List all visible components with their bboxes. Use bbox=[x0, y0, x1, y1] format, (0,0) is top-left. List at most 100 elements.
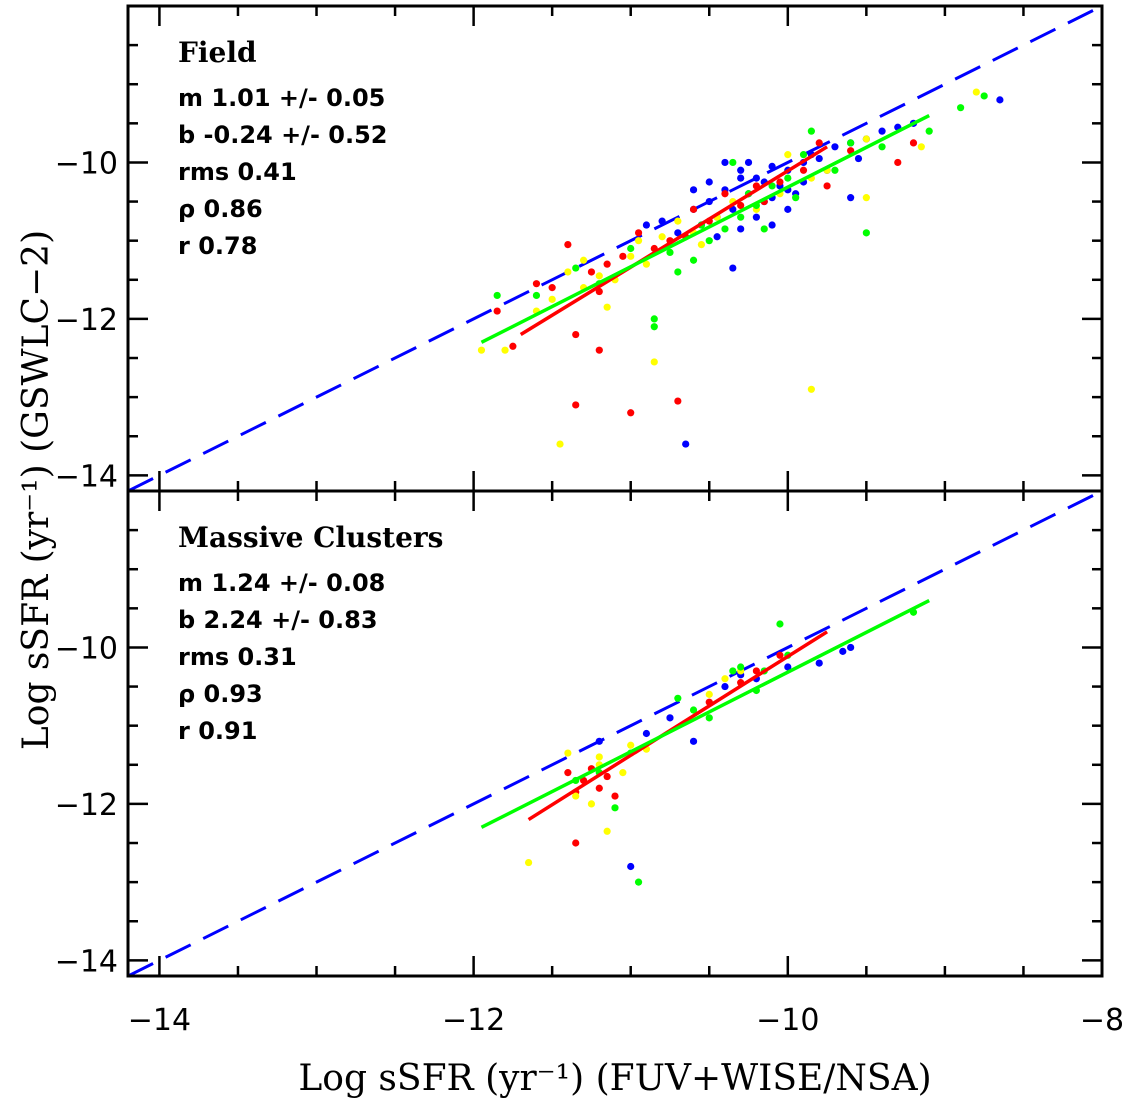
data-point-yellow bbox=[972, 88, 980, 96]
data-point-red bbox=[815, 139, 823, 147]
data-point-green bbox=[925, 127, 933, 135]
data-point-red bbox=[564, 240, 572, 249]
one-to-one-line bbox=[128, 6, 1102, 491]
data-point-yellow bbox=[627, 252, 635, 260]
data-point-green bbox=[572, 264, 580, 272]
data-point-blue bbox=[752, 213, 760, 221]
data-point-blue bbox=[658, 217, 666, 225]
fit-line-green bbox=[480, 113, 930, 344]
fit-statistic: m 1.01 +/- 0.05 bbox=[178, 84, 385, 112]
data-point-green bbox=[957, 104, 965, 112]
data-point-blue bbox=[768, 221, 776, 229]
data-point-red bbox=[776, 651, 784, 659]
data-point-green bbox=[729, 158, 737, 167]
data-point-red bbox=[752, 667, 760, 675]
data-point-blue bbox=[839, 647, 847, 655]
data-point-green bbox=[674, 268, 682, 276]
panel-massive-clusters: −14 −12 −10 Massive Clusters m 1.24 +/- 0.08… bbox=[55, 489, 1104, 979]
data-point-yellow bbox=[595, 753, 603, 761]
panel-field: −14 −12 −10 Field m 1.01 +/- 0.05 b -0.24 +/-… bbox=[55, 4, 1104, 494]
data-point-blue bbox=[737, 225, 745, 233]
data-point-yellow bbox=[548, 295, 556, 303]
data-point-red bbox=[721, 190, 729, 198]
data-point-green bbox=[493, 291, 501, 300]
data-point-yellow bbox=[705, 690, 713, 698]
data-point-green bbox=[792, 194, 800, 202]
data-point-green bbox=[776, 620, 784, 628]
y-tick-label: −14 bbox=[55, 459, 118, 494]
y-tick-label: −10 bbox=[55, 631, 118, 666]
data-point-green bbox=[737, 663, 745, 671]
data-point-blue bbox=[737, 174, 745, 182]
x-axis-title: Log sSFR (yr⁻¹) (FUV+WISE/NSA) bbox=[298, 1058, 931, 1099]
data-point-red bbox=[823, 182, 831, 190]
fit-statistic: b 2.24 +/- 0.83 bbox=[178, 606, 378, 634]
data-point-red bbox=[572, 330, 580, 339]
y-tick-label: −12 bbox=[55, 788, 118, 823]
data-point-blue bbox=[815, 659, 823, 667]
data-point-green bbox=[650, 323, 658, 331]
data-point-green bbox=[689, 256, 698, 264]
data-point-red bbox=[572, 839, 580, 847]
data-point-green bbox=[768, 182, 776, 190]
data-point-blue bbox=[705, 197, 713, 206]
data-point-yellow bbox=[862, 135, 870, 143]
panel-title: Massive Clusters bbox=[178, 521, 443, 554]
data-point-blue bbox=[784, 663, 792, 671]
data-point-red bbox=[689, 205, 698, 213]
data-point-green bbox=[705, 237, 713, 245]
data-point-yellow bbox=[524, 858, 533, 867]
data-point-red bbox=[619, 252, 627, 260]
data-point-red bbox=[603, 260, 611, 268]
data-point-green bbox=[831, 166, 839, 174]
data-point-green bbox=[862, 229, 870, 237]
data-point-yellow bbox=[595, 272, 603, 280]
data-point-red bbox=[548, 284, 556, 292]
data-point-yellow bbox=[642, 260, 651, 268]
one-to-one-line bbox=[128, 491, 1102, 976]
data-point-red bbox=[634, 229, 643, 237]
data-point-blue bbox=[682, 440, 690, 448]
data-point-yellow bbox=[603, 827, 611, 835]
data-point-yellow bbox=[564, 749, 572, 757]
data-point-red bbox=[737, 201, 745, 210]
data-point-blue bbox=[768, 162, 776, 170]
data-point-red bbox=[611, 792, 619, 800]
data-point-blue bbox=[627, 862, 635, 871]
data-point-blue bbox=[689, 186, 698, 194]
data-point-red bbox=[674, 397, 682, 405]
x-tick-label: −14 bbox=[128, 1003, 191, 1038]
fit-statistic: r 0.78 bbox=[178, 232, 257, 260]
data-point-blue bbox=[666, 714, 674, 722]
data-point-yellow bbox=[784, 151, 792, 159]
data-point-blue bbox=[815, 154, 823, 163]
fit-statistic: rms 0.31 bbox=[178, 643, 297, 671]
data-point-blue bbox=[752, 174, 760, 182]
data-point-green bbox=[784, 174, 792, 182]
x-tick-label: −10 bbox=[756, 1003, 819, 1038]
data-point-red bbox=[595, 287, 603, 296]
data-point-yellow bbox=[721, 675, 729, 683]
panel-title: Field bbox=[178, 36, 257, 69]
data-point-yellow bbox=[477, 346, 486, 354]
data-point-blue bbox=[878, 127, 886, 135]
fit-line-red bbox=[527, 630, 829, 822]
plot-area bbox=[128, 491, 1102, 976]
fit-statistic: r 0.91 bbox=[178, 717, 257, 745]
data-point-red bbox=[595, 346, 603, 354]
data-point-green bbox=[689, 706, 698, 714]
data-point-blue bbox=[689, 737, 698, 745]
fit-statistic: ρ 0.86 bbox=[178, 195, 263, 223]
data-point-yellow bbox=[674, 217, 682, 225]
data-point-yellow bbox=[650, 358, 658, 366]
data-point-blue bbox=[595, 737, 603, 745]
x-axis-tick-labels: −14 −12 −10 −8 bbox=[128, 1003, 1124, 1038]
data-point-green bbox=[634, 878, 643, 886]
plot-area bbox=[128, 6, 1102, 491]
data-point-red bbox=[909, 139, 918, 147]
data-point-yellow bbox=[862, 194, 870, 202]
y-tick-label: −12 bbox=[55, 303, 118, 338]
data-point-blue bbox=[642, 729, 651, 738]
data-point-green bbox=[729, 667, 737, 675]
